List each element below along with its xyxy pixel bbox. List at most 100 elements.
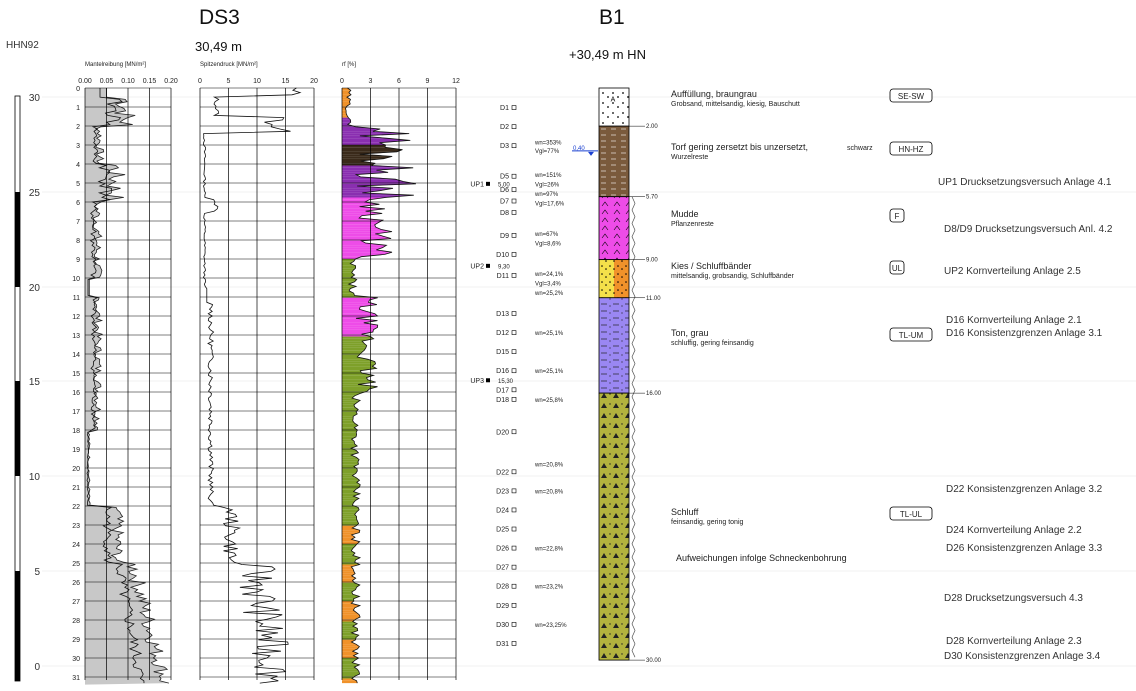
layer-0-pattern (598, 87, 630, 127)
friction-ratio-profile-fill (342, 375, 374, 378)
sample-label: D30 (496, 622, 509, 629)
layer-name: Schluff (671, 507, 699, 517)
friction-ratio-profile-fill (342, 468, 358, 472)
layer-depth-label: 11.00 (646, 296, 661, 302)
moisture-value: wn=67% (534, 232, 559, 238)
depth-tick-label: 15 (72, 371, 80, 378)
layer-desc: Grobsand, mittelsandig, kiesig, Bauschut… (671, 101, 800, 108)
friction-ratio-profile-fill (342, 548, 353, 551)
layer-desc: feinsandig, gering tonig (671, 519, 743, 526)
friction-ratio-profile-fill (342, 138, 411, 141)
depth-tick-label: 17 (72, 409, 80, 416)
friction-ratio-profile-fill (342, 382, 376, 385)
friction-ratio-profile-fill (342, 441, 355, 444)
friction-ratio-profile-fill (342, 578, 356, 581)
sample-marker-icon (511, 507, 517, 513)
depth-tick-label: 16 (72, 390, 80, 397)
sample-marker-icon (511, 349, 517, 354)
sample-label: D28 (496, 584, 509, 591)
friction-ratio-profile-fill (342, 188, 394, 191)
friction-ratio-profile-fill (342, 363, 376, 367)
lab-test-label: UP2 Kornverteilung Anlage 2.5 (944, 266, 1081, 277)
consistency-line (631, 196, 636, 658)
friction-ratio-profile-fill (342, 416, 354, 419)
friction-ratio-profile-fill (342, 379, 376, 383)
friction-ratio-profile-fill (342, 359, 375, 362)
friction-ratio-profile-fill (342, 354, 360, 358)
friction-ratio-profile-fill (342, 612, 360, 615)
friction-ratio-profile-fill (342, 457, 360, 460)
friction-ratio-profile-fill (342, 594, 360, 597)
friction-ratio-profile-fill (342, 498, 359, 501)
sample-label: D24 (496, 507, 509, 514)
depth-tick-label: 20 (72, 466, 80, 473)
friction-ratio-profile-fill (342, 145, 386, 148)
lab-test-label: D8/D9 Drucksetzungsversuch Anl. 4.2 (944, 224, 1113, 235)
friction-ratio-profile-fill (342, 587, 357, 590)
depth-tick-label: 2 (76, 124, 80, 131)
groundwater-icon (588, 151, 594, 156)
friction-ratio-profile-fill (342, 322, 378, 326)
friction-ratio-profile-fill (342, 199, 370, 202)
panel-tick-label: 10 (253, 78, 261, 85)
friction-ratio-profile-fill (342, 370, 362, 373)
friction-ratio-profile-fill (342, 343, 367, 346)
friction-ratio-profile-fill (342, 546, 355, 549)
friction-ratio-profile-fill (342, 532, 360, 535)
friction-ratio-profile-fill (342, 544, 357, 547)
layer-desc: Wurzelreste (671, 154, 708, 161)
friction-ratio-profile-fill (342, 352, 362, 355)
friction-ratio-profile-fill (342, 156, 393, 159)
friction-profile-line (86, 88, 169, 684)
moisture-value: wn=22,8% (534, 547, 564, 553)
friction-ratio-profile-fill (342, 108, 347, 111)
sample-marker-icon (511, 469, 517, 475)
friction-ratio-profile-fill (342, 302, 377, 305)
friction-ratio-profile-fill (342, 591, 353, 595)
friction-ratio-profile-fill (342, 204, 380, 207)
friction-ratio-profile-fill (342, 254, 385, 257)
sample-marker-icon (511, 233, 517, 238)
elevation-bar-segment (15, 381, 20, 476)
friction-ratio-profile-fill (342, 90, 351, 93)
friction-ratio-profile-fill (342, 646, 360, 649)
borehole-elevation: +30,49 m HN (569, 47, 646, 62)
friction-ratio-profile-fill (342, 425, 358, 428)
layer-desc: schluffig, gering feinsandig (671, 340, 754, 347)
panel-title: Spitzendruck [MN/m²] (200, 62, 258, 68)
elevation-tick-label: 5 (34, 567, 40, 578)
layer-name: Torf gering zersetzt bis unzersetzt, (671, 142, 808, 152)
friction-ratio-profile-fill (342, 662, 360, 665)
lab-test-label: D16 Kornverteilung Anlage 2.1 (946, 315, 1082, 326)
friction-ratio-profile-fill (342, 514, 357, 517)
friction-ratio-profile-fill (342, 274, 355, 278)
sample-marker-icon (511, 583, 517, 589)
sample-label: D12 (496, 330, 509, 337)
sample-marker-icon (511, 526, 517, 532)
friction-ratio-profile-fill (342, 94, 351, 98)
friction-ratio-profile-fill (342, 347, 366, 351)
moisture-value: wn=23,25% (534, 623, 567, 629)
panel-tick-label: 20 (310, 78, 318, 85)
lab-test-label: UP1 Drucksetzungsversuch Anlage 4.1 (938, 177, 1112, 188)
friction-ratio-profile-fill (342, 418, 354, 421)
depth-tick-label: 3 (76, 143, 80, 150)
friction-ratio-profile-fill (342, 388, 370, 392)
depth-tick-label: 5 (76, 181, 80, 188)
friction-ratio-profile-fill (342, 377, 368, 380)
sample-label: D13 (496, 311, 509, 318)
friction-profile-fill (85, 88, 169, 685)
moisture-value: wn=23,2% (534, 585, 564, 591)
soil-code-label: SE-SW (898, 92, 925, 101)
elevation-tick-label: 20 (29, 283, 41, 294)
panel-tick-label: 0.10 (121, 78, 135, 85)
groundwater-label: 0,40 (573, 146, 585, 152)
sample-marker-icon (511, 210, 517, 215)
soil-code-label: UL (892, 264, 903, 273)
friction-ratio-profile-fill (342, 585, 360, 588)
friction-ratio-profile-fill (342, 489, 356, 492)
moisture-value: wn=25,1% (534, 369, 564, 375)
lab-test-label: D24 Kornverteilung Anlage 2.2 (946, 525, 1082, 536)
